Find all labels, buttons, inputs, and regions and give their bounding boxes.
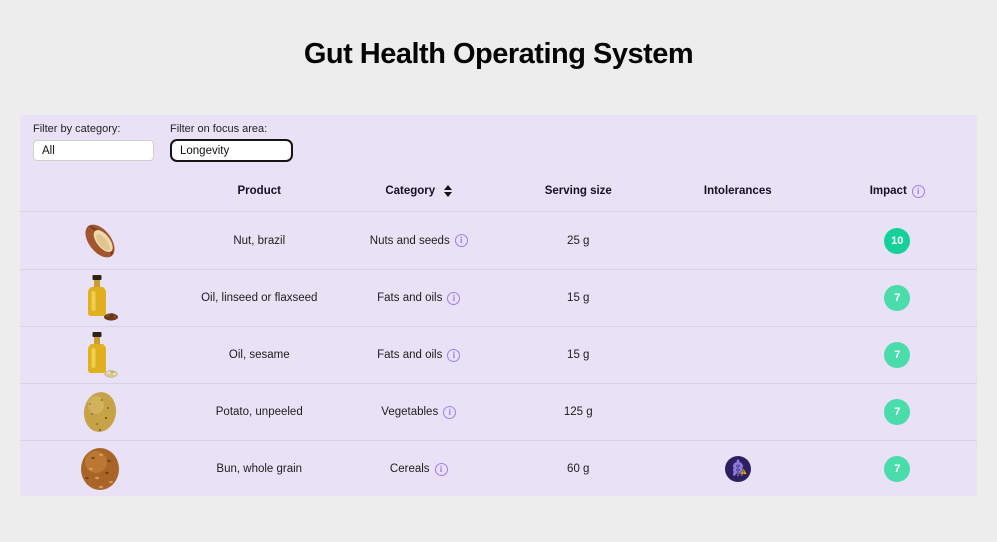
info-icon[interactable]: i — [434, 462, 448, 476]
table-row: Bun, whole grain Cereals i 60 g 7 — [20, 440, 977, 496]
column-header-serving-size: Serving size — [544, 185, 612, 197]
table-header-row: Product Category Serving size Intoleranc… — [20, 171, 977, 212]
column-header-product: Product — [237, 185, 281, 197]
focus-area-filter: Filter on focus area: Longevity — [170, 123, 293, 171]
category-filter: Filter by category: All — [33, 123, 154, 171]
product-name: Bun, whole grain — [216, 463, 303, 475]
table-row: Oil, sesame Fats and oils i 15 g 7 — [20, 326, 977, 383]
info-icon[interactable]: i — [447, 348, 461, 362]
product-name: Nut, brazil — [233, 234, 286, 247]
product-name: Potato, unpeeled — [215, 406, 303, 418]
product-category: Vegetables i — [339, 405, 499, 419]
impact-badge[interactable]: 7 — [884, 285, 911, 311]
focus-area-filter-value: Longevity — [180, 144, 230, 157]
impact-cell: 7 — [818, 456, 978, 482]
page-title: Gut Health Operating System — [303, 38, 694, 70]
filter-bar: Filter by category: All Filter on focus … — [20, 115, 977, 171]
table-row: Potato, unpeeled Vegetables i 125 g 7 — [20, 383, 977, 440]
table-row: Nut, brazil Nuts and seeds i 25 g 10 — [20, 212, 977, 269]
impact-badge[interactable]: 10 — [884, 227, 911, 254]
product-name: Oil, linseed or flaxseed — [201, 292, 318, 304]
column-header-category[interactable]: Category — [339, 185, 499, 197]
intolerances-cell — [658, 456, 818, 482]
product-name: Oil, sesame — [228, 349, 290, 361]
food-table-panel: Filter by category: All Filter on focus … — [20, 115, 977, 496]
product-category: Fats and oils i — [339, 348, 499, 362]
column-header-impact: Impact i — [818, 184, 978, 198]
serving-size: 15 g — [567, 292, 590, 304]
focus-area-filter-select[interactable]: Longevity — [170, 139, 293, 162]
sort-icon[interactable] — [444, 185, 453, 197]
product-image — [20, 331, 180, 379]
gluten-intolerance-icon[interactable] — [724, 456, 751, 482]
info-icon[interactable]: i — [454, 234, 468, 247]
product-category: Cereals i — [339, 462, 499, 476]
category-filter-value: All — [42, 144, 55, 157]
product-image — [20, 274, 180, 322]
column-header-intolerances: Intolerances — [703, 185, 772, 197]
impact-badge[interactable]: 7 — [884, 342, 911, 368]
impact-cell: 7 — [818, 342, 978, 368]
impact-cell: 10 — [818, 227, 978, 254]
impact-badge[interactable]: 7 — [884, 456, 911, 482]
impact-cell: 7 — [818, 399, 978, 425]
category-filter-select[interactable]: All — [33, 140, 154, 161]
category-filter-label: Filter by category: — [33, 123, 121, 135]
focus-area-filter-label: Filter on focus area: — [170, 123, 268, 135]
product-image — [20, 388, 180, 436]
info-icon[interactable]: i — [443, 405, 457, 419]
product-category: Fats and oils i — [339, 291, 499, 305]
info-icon[interactable]: i — [447, 291, 461, 305]
table-body: Nut, brazil Nuts and seeds i 25 g 10 Oil, li… — [20, 212, 977, 496]
product-image — [20, 445, 180, 493]
serving-size: 125 g — [563, 406, 593, 418]
impact-badge[interactable]: 7 — [884, 399, 911, 425]
info-icon[interactable]: i — [911, 184, 925, 198]
serving-size: 15 g — [567, 349, 590, 361]
impact-cell: 7 — [818, 285, 978, 311]
serving-size: 25 g — [567, 234, 590, 247]
product-image — [20, 217, 180, 265]
table-row: Oil, linseed or flaxseed Fats and oils i 15… — [20, 269, 977, 326]
product-category: Nuts and seeds i — [339, 234, 499, 247]
serving-size: 60 g — [567, 463, 590, 475]
